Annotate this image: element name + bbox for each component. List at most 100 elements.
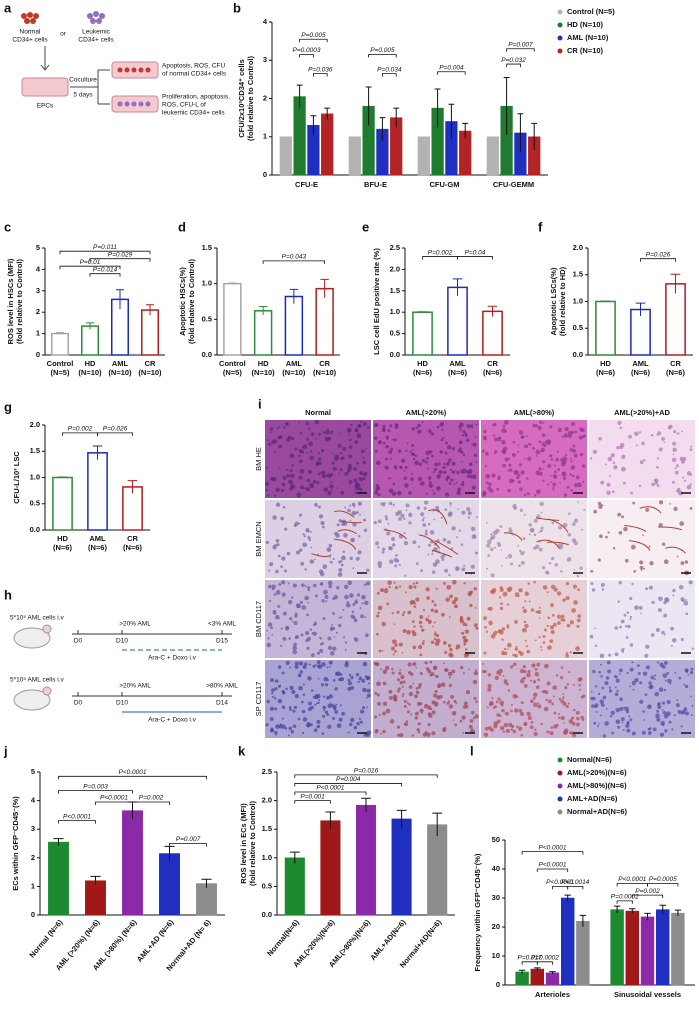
texture (374, 449, 378, 453)
texture (545, 440, 548, 443)
texture (331, 623, 334, 626)
x-tick-note: (N=6) (88, 543, 107, 552)
texture (513, 506, 518, 510)
texture (677, 709, 682, 715)
texture (542, 421, 545, 424)
legend-marker (557, 809, 563, 815)
texture (530, 608, 535, 612)
texture (355, 556, 360, 561)
texture (661, 630, 665, 635)
texture (467, 511, 472, 516)
texture (275, 502, 281, 507)
texture (364, 616, 367, 618)
texture (391, 671, 395, 675)
texture (296, 550, 301, 555)
texture (398, 671, 402, 675)
texture (431, 552, 434, 555)
texture (549, 425, 553, 429)
texture (392, 503, 395, 507)
texture (315, 702, 318, 705)
texture (576, 574, 580, 578)
texture (421, 518, 425, 522)
texture (656, 465, 659, 469)
texture (350, 675, 354, 680)
texture (392, 482, 396, 486)
texture (402, 693, 405, 696)
p-value: P<0.0001 (118, 769, 146, 776)
tile-background (589, 420, 695, 498)
texture (465, 624, 468, 627)
texture (592, 669, 596, 674)
texture (600, 674, 603, 678)
texture (523, 493, 527, 497)
bar (417, 136, 430, 176)
texture (343, 584, 349, 590)
texture (653, 678, 656, 681)
texture (282, 505, 286, 509)
texture (280, 488, 285, 493)
texture (669, 502, 672, 505)
x-tick-label: AML (449, 359, 466, 368)
vessel (428, 509, 448, 525)
texture (566, 623, 571, 628)
texture (672, 447, 677, 453)
texture (417, 644, 423, 650)
texture (394, 586, 398, 590)
texture (490, 573, 495, 578)
texture (441, 612, 445, 617)
texture (555, 674, 559, 677)
texture (428, 543, 432, 547)
texture (387, 580, 393, 586)
texture (364, 600, 369, 606)
vessel (311, 553, 332, 557)
texture (416, 506, 421, 510)
texture (315, 437, 317, 440)
texture (560, 666, 564, 669)
texture (320, 470, 325, 475)
texture (292, 709, 296, 713)
texture (275, 733, 277, 736)
texture (291, 620, 294, 623)
bar (279, 136, 292, 176)
texture (301, 605, 307, 610)
texture (542, 479, 545, 482)
texture (340, 456, 345, 461)
texture (626, 728, 631, 733)
histology-image (481, 500, 587, 578)
significance-bracket (506, 48, 535, 52)
p-value: P=0.007 (176, 836, 201, 843)
texture (298, 522, 301, 525)
texture (610, 453, 615, 458)
texture (293, 642, 297, 647)
x-tick-label: Normal (N=6) (28, 917, 65, 959)
column-header: Normal (305, 408, 331, 417)
texture (499, 725, 505, 731)
vessel (624, 524, 647, 532)
texture (357, 501, 362, 506)
vessel (434, 540, 459, 555)
texture (687, 673, 690, 676)
texture (322, 525, 325, 529)
texture (449, 505, 452, 507)
texture (309, 530, 312, 533)
texture (388, 546, 393, 551)
texture (443, 462, 446, 466)
texture (459, 429, 462, 432)
texture (524, 623, 529, 629)
texture (562, 522, 568, 528)
texture (615, 678, 620, 683)
texture (451, 470, 456, 474)
histology-image (265, 580, 371, 658)
y-tick-label: 0 (36, 350, 40, 359)
texture (327, 703, 332, 708)
texture (385, 587, 388, 590)
texture (362, 706, 366, 710)
texture (540, 648, 543, 651)
texture (296, 604, 301, 609)
texture (598, 670, 601, 674)
texture (499, 586, 503, 590)
texture (643, 567, 646, 570)
texture (573, 600, 578, 605)
texture (410, 477, 414, 482)
texture (321, 473, 327, 479)
